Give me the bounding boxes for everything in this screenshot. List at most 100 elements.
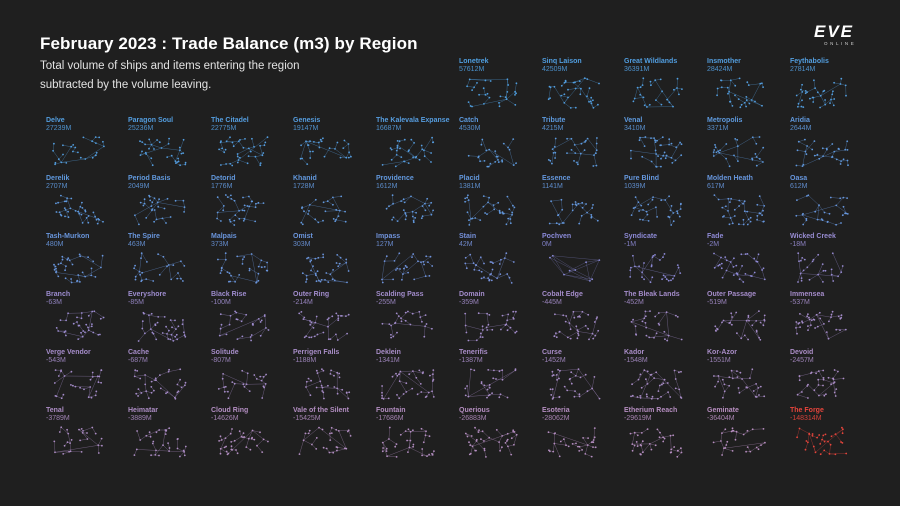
- map-system-dot: [266, 136, 269, 139]
- map-link: [327, 318, 330, 327]
- map-system-dot: [797, 322, 800, 325]
- map-system-dot: [412, 219, 415, 222]
- map-system-dot: [564, 80, 567, 83]
- map-system-dot: [224, 385, 227, 388]
- map-system-dot: [398, 373, 400, 376]
- map-system-dot: [63, 200, 66, 203]
- map-system-dot: [391, 375, 394, 378]
- map-system-dot: [506, 438, 509, 441]
- map-system-dot: [551, 254, 554, 257]
- map-link: [299, 313, 305, 318]
- map-system-dot: [182, 449, 185, 452]
- map-system-dot: [832, 280, 835, 282]
- map-system-dot: [639, 397, 642, 399]
- map-link: [805, 145, 808, 152]
- map-system-dot: [319, 380, 322, 383]
- map-system-dot: [745, 319, 748, 322]
- map-link: [399, 371, 401, 382]
- map-link: [170, 319, 177, 330]
- map-system-dot: [643, 145, 646, 147]
- map-link: [237, 336, 243, 340]
- map-system-dot: [344, 220, 347, 223]
- map-system-dot: [801, 321, 804, 324]
- map-system-dot: [646, 106, 648, 108]
- map-link: [751, 83, 761, 101]
- map-link: [668, 335, 682, 340]
- map-system-dot: [574, 106, 577, 109]
- region-value: -214M: [293, 299, 313, 306]
- map-link: [798, 261, 801, 274]
- map-link: [251, 253, 258, 283]
- region-cell: Khanid 1728M: [293, 175, 373, 231]
- map-system-dot: [660, 157, 662, 160]
- region-cell: Immensea -537M: [790, 291, 870, 347]
- map-system-dot: [729, 201, 731, 203]
- map-system-dot: [670, 451, 673, 454]
- map-system-dot: [317, 221, 320, 224]
- map-link: [563, 269, 576, 275]
- map-system-dot: [65, 265, 67, 268]
- map-system-dot: [155, 431, 158, 434]
- map-system-dot: [470, 435, 473, 437]
- map-system-dot: [330, 432, 333, 434]
- map-system-dot: [184, 335, 187, 338]
- map-system-dot: [467, 101, 470, 103]
- map-system-dot: [742, 202, 744, 205]
- map-system-dot: [159, 374, 161, 376]
- map-link: [234, 383, 247, 385]
- map-system-dot: [402, 209, 405, 211]
- map-link: [817, 263, 823, 275]
- map-system-dot: [228, 218, 231, 221]
- map-link: [252, 318, 259, 324]
- map-link: [468, 369, 472, 397]
- map-system-dot: [151, 201, 154, 204]
- map-system-dot: [728, 384, 731, 387]
- map-system-dot: [728, 223, 731, 226]
- map-system-dot: [679, 141, 681, 144]
- map-system-dot: [644, 315, 647, 318]
- map-system-dot: [554, 313, 556, 316]
- map-link: [483, 97, 490, 105]
- map-link: [730, 261, 734, 268]
- map-system-dot: [76, 280, 78, 283]
- map-system-dot: [830, 313, 833, 316]
- map-system-dot: [165, 222, 167, 224]
- map-system-dot: [150, 157, 153, 160]
- map-link: [577, 325, 586, 331]
- map-system-dot: [308, 336, 311, 339]
- map-system-dot: [813, 79, 815, 82]
- map-system-dot: [154, 377, 157, 380]
- map-system-dot: [423, 149, 425, 152]
- map-system-dot: [400, 156, 403, 158]
- map-link: [500, 394, 508, 398]
- map-system-dot: [57, 201, 59, 204]
- map-system-dot: [637, 201, 640, 204]
- map-system-dot: [501, 378, 504, 381]
- map-system-dot: [555, 332, 557, 335]
- map-system-dot: [720, 267, 723, 270]
- map-system-dot: [669, 434, 672, 437]
- map-system-dot: [674, 159, 677, 162]
- map-link: [244, 206, 250, 220]
- map-link: [571, 138, 582, 154]
- map-system-dot: [404, 213, 407, 215]
- map-link: [426, 454, 433, 457]
- region-cell: Molden Heath 617M: [707, 175, 787, 231]
- region-map: [55, 310, 105, 340]
- map-system-dot: [514, 104, 517, 106]
- map-system-dot: [338, 376, 341, 379]
- map-system-dot: [666, 382, 669, 384]
- map-link: [809, 319, 812, 326]
- map-link: [65, 209, 69, 218]
- map-system-dot: [60, 214, 63, 217]
- map-system-dot: [70, 439, 73, 441]
- map-system-dot: [557, 214, 559, 217]
- map-system-dot: [78, 428, 80, 431]
- map-system-dot: [816, 153, 819, 156]
- map-system-dot: [570, 371, 573, 374]
- map-system-dot: [818, 157, 821, 160]
- map-system-dot: [755, 330, 758, 333]
- map-system-dot: [630, 149, 632, 152]
- map-system-dot: [331, 315, 334, 318]
- map-system-dot: [224, 194, 227, 196]
